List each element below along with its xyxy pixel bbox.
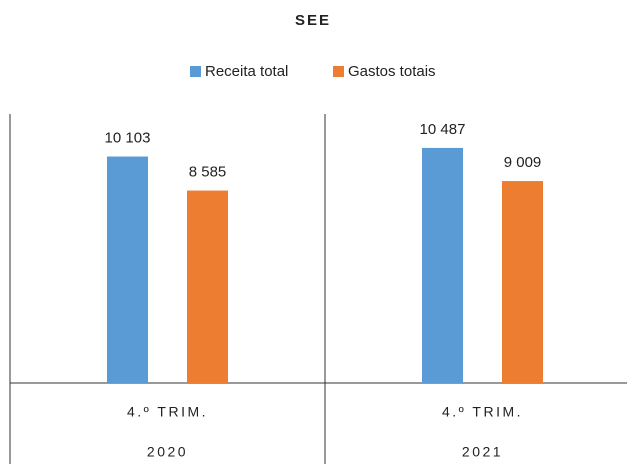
bar [107, 156, 148, 383]
legend-label: Receita total [205, 63, 288, 80]
legend-swatch [333, 66, 344, 77]
data-label: 10 487 [420, 121, 466, 138]
x-group-label: 2021 [462, 444, 503, 460]
bar [502, 181, 543, 383]
data-label: 8 585 [189, 164, 227, 181]
bar [422, 147, 463, 383]
x-tick-label: 4.º TRIM. [127, 404, 208, 420]
x-group-label: 2020 [147, 444, 188, 460]
legend-swatch [190, 66, 201, 77]
bar [187, 190, 228, 383]
chart-title: SEE [295, 12, 331, 29]
legend-label: Gastos totais [348, 63, 436, 80]
x-tick-label: 4.º TRIM. [442, 404, 523, 420]
data-label: 9 009 [504, 154, 542, 171]
data-label: 10 103 [105, 129, 151, 146]
